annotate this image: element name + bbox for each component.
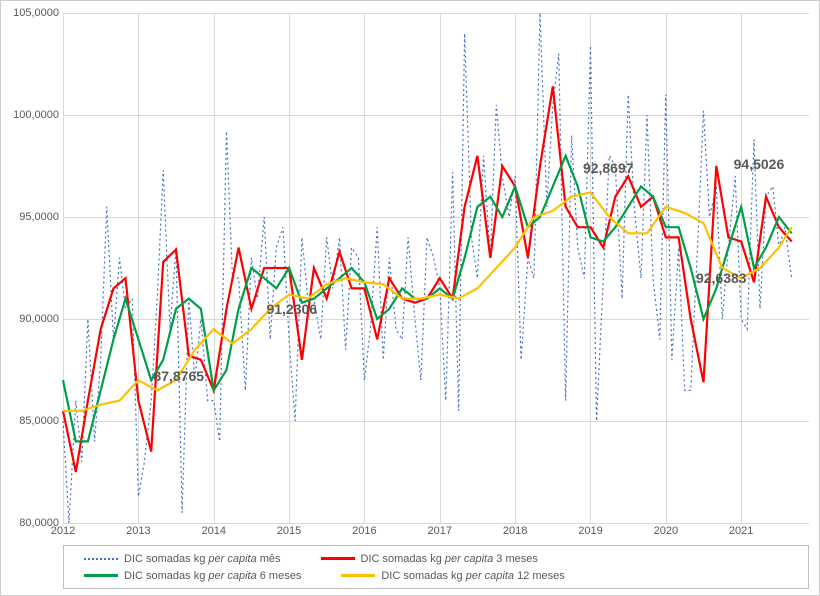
chart-annotation: 87,8765: [153, 368, 204, 384]
plot-area: 87,8765 91,2306 92,8697 92,6383 94,5026: [63, 13, 809, 523]
legend-item: DIC somadas kg per capita 3 meses: [321, 553, 538, 565]
chart-annotation: 92,6383: [696, 270, 747, 286]
legend-item: DIC somadas kg per capita 6 meses: [84, 570, 301, 582]
x-axis-label: 2015: [277, 525, 301, 537]
y-axis-label: 95,0000: [5, 211, 59, 223]
chart-annotation: 91,2306: [266, 301, 317, 317]
y-axis-label: 85,0000: [5, 415, 59, 427]
series-m12: [63, 13, 809, 523]
chart-annotation: 94,5026: [734, 156, 785, 172]
x-axis-label: 2016: [352, 525, 376, 537]
x-axis-label: 2013: [126, 525, 150, 537]
chart-legend: DIC somadas kg per capita mês DIC somadas…: [63, 545, 809, 589]
x-axis-label: 2012: [51, 525, 75, 537]
legend-swatch: [84, 558, 118, 560]
x-axis-label: 2018: [503, 525, 527, 537]
y-axis-label: 90,0000: [5, 313, 59, 325]
chart-container: 87,8765 91,2306 92,8697 92,6383 94,5026 DIC …: [0, 0, 820, 596]
legend-item: DIC somadas kg per capita 12 meses: [341, 570, 564, 582]
legend-swatch: [84, 574, 118, 577]
legend-label: DIC somadas kg per capita 3 meses: [361, 553, 538, 565]
legend-label: DIC somadas kg per capita 6 meses: [124, 570, 301, 582]
x-axis-label: 2020: [654, 525, 678, 537]
legend-item: DIC somadas kg per capita mês: [84, 553, 281, 565]
legend-swatch: [341, 574, 375, 577]
y-axis-label: 100,0000: [5, 109, 59, 121]
chart-annotation: 92,8697: [583, 160, 634, 176]
y-axis-label: 105,0000: [5, 7, 59, 19]
gridline-h: [63, 523, 809, 524]
legend-label: DIC somadas kg per capita mês: [124, 553, 281, 565]
x-axis-label: 2014: [201, 525, 225, 537]
legend-label: DIC somadas kg per capita 12 meses: [381, 570, 564, 582]
x-axis-label: 2017: [428, 525, 452, 537]
x-axis-label: 2019: [578, 525, 602, 537]
x-axis-label: 2021: [729, 525, 753, 537]
legend-swatch: [321, 557, 355, 560]
